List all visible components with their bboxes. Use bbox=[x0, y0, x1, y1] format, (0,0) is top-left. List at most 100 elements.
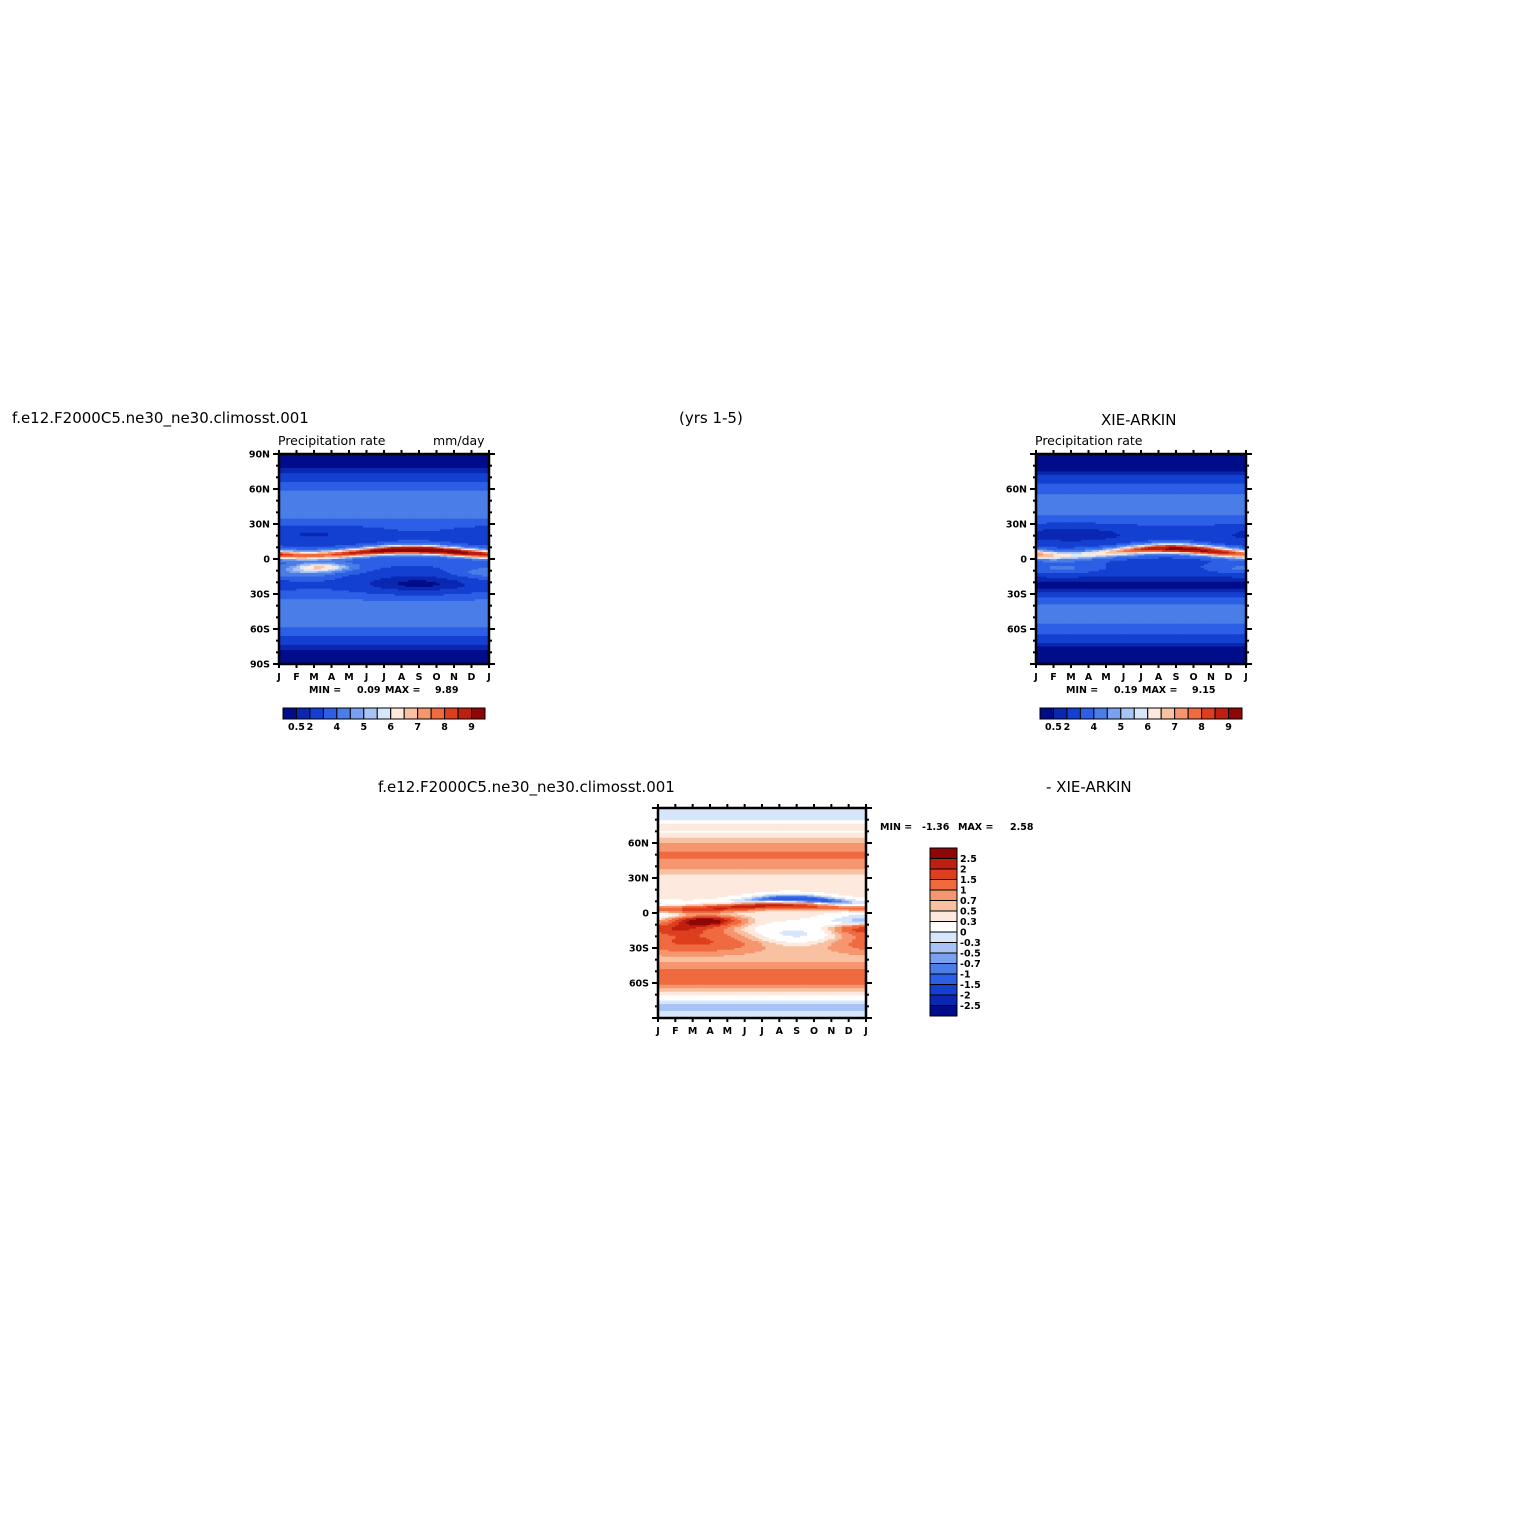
obs-colorbar bbox=[1040, 708, 1242, 719]
model-colorbar-label: 4 bbox=[334, 722, 341, 733]
obs-colorbar-box bbox=[1107, 708, 1120, 719]
diff-colorbar bbox=[930, 848, 957, 1016]
diff-x-tick-label: J bbox=[742, 1026, 747, 1037]
diff-colorbar-box bbox=[930, 974, 957, 985]
diff-y-tick-label: 0 bbox=[642, 909, 649, 920]
diff-x-tick-label: M bbox=[688, 1026, 697, 1037]
model-colorbar-label: 2 bbox=[307, 722, 314, 733]
diff-y-tick-label: 30N bbox=[628, 874, 649, 885]
obs-colorbar-label: 9 bbox=[1225, 722, 1232, 733]
obs-x-tick-label: M bbox=[1101, 672, 1110, 683]
obs-colorbar-label: 5 bbox=[1117, 722, 1124, 733]
obs-colorbar-label: 4 bbox=[1091, 722, 1098, 733]
model-x-tick-label: O bbox=[432, 672, 440, 683]
diff-y-tick-label: 60S bbox=[629, 979, 649, 990]
model-x-tick-label: J bbox=[486, 672, 491, 683]
diff-colorbar-box bbox=[930, 1006, 957, 1017]
obs-x-tick-label: F bbox=[1050, 672, 1057, 683]
diff-x-tick-label: O bbox=[810, 1026, 818, 1037]
model-x-tick-label: J bbox=[381, 672, 386, 683]
model-x-tick-label: S bbox=[416, 672, 423, 683]
model-colorbar-label: 8 bbox=[441, 722, 448, 733]
obs-colorbar-box bbox=[1188, 708, 1201, 719]
obs-colorbar-box bbox=[1161, 708, 1174, 719]
model-x-tick-label: A bbox=[398, 672, 406, 683]
model-colorbar-box bbox=[445, 708, 458, 719]
obs-colorbar-label: 8 bbox=[1198, 722, 1205, 733]
diff-colorbar-box bbox=[930, 922, 957, 933]
model-colorbar-box bbox=[391, 708, 404, 719]
diff-x-tick-label: S bbox=[793, 1026, 800, 1037]
obs-colorbar-label: 0.5 bbox=[1045, 722, 1062, 733]
diff-colorbar-label: -0.5 bbox=[960, 949, 981, 960]
model-colorbar-box bbox=[418, 708, 431, 719]
diff-colorbar-box bbox=[930, 953, 957, 964]
obs-colorbar-box bbox=[1215, 708, 1228, 719]
obs-x-tick-label: J bbox=[1033, 672, 1038, 683]
diff-colorbar-label: 1.5 bbox=[960, 875, 977, 886]
diff-colorbar-box bbox=[930, 848, 957, 859]
model-x-tick-label: N bbox=[450, 672, 458, 683]
diff-colorbar-label: -0.3 bbox=[960, 938, 981, 949]
obs-y-tick-label: 60S bbox=[1007, 625, 1027, 636]
obs-colorbar-box bbox=[1229, 708, 1242, 719]
diff-colorbar-label: -1.5 bbox=[960, 980, 981, 991]
diff-colorbar-box bbox=[930, 890, 957, 901]
obs-x-tick-label: S bbox=[1173, 672, 1180, 683]
obs-x-tick-label: N bbox=[1207, 672, 1215, 683]
obs-x-tick-label: A bbox=[1085, 672, 1093, 683]
obs-colorbar-label: 7 bbox=[1171, 722, 1178, 733]
obs-y-tick-label: 30N bbox=[1006, 520, 1027, 531]
model-x-tick-label: F bbox=[293, 672, 300, 683]
diff-colorbar-box bbox=[930, 943, 957, 954]
model-x-tick-label: M bbox=[344, 672, 353, 683]
diff-x-tick-label: A bbox=[706, 1026, 714, 1037]
diff-x-tick-label: N bbox=[827, 1026, 835, 1037]
diff-colorbar-box bbox=[930, 995, 957, 1006]
model-y-tick-label: 60S bbox=[250, 625, 270, 636]
diff-x-tick-label: A bbox=[776, 1026, 784, 1037]
diff-colorbar-label: 1 bbox=[960, 886, 967, 897]
obs-colorbar-box bbox=[1040, 708, 1053, 719]
diff-x-tick-label: F bbox=[672, 1026, 679, 1037]
diff-colorbar-box bbox=[930, 901, 957, 912]
model-y-tick-label: 0 bbox=[263, 555, 270, 566]
obs-y-tick-label: 30S bbox=[1007, 590, 1027, 601]
model-colorbar-box bbox=[296, 708, 309, 719]
diff-colorbar-label: -2.5 bbox=[960, 1001, 981, 1012]
model-y-tick-label: 60N bbox=[249, 485, 270, 496]
model-y-tick-label: 30N bbox=[249, 520, 270, 531]
model-colorbar-box bbox=[431, 708, 444, 719]
model-colorbar-box bbox=[310, 708, 323, 719]
obs-x-tick-label: J bbox=[1138, 672, 1143, 683]
model-colorbar-box bbox=[377, 708, 390, 719]
obs-colorbar-box bbox=[1067, 708, 1080, 719]
diff-colorbar-box bbox=[930, 880, 957, 891]
obs-y-tick-label: 60N bbox=[1006, 485, 1027, 496]
model-colorbar-label: 6 bbox=[387, 722, 394, 733]
obs-heatmap bbox=[1036, 454, 1247, 665]
model-colorbar-label: 5 bbox=[360, 722, 367, 733]
obs-colorbar-box bbox=[1080, 708, 1093, 719]
diff-x-tick-label: J bbox=[655, 1026, 660, 1037]
model-colorbar-box bbox=[364, 708, 377, 719]
diff-colorbar-label: 0.7 bbox=[960, 896, 977, 907]
model-colorbar-box bbox=[472, 708, 485, 719]
diff-colorbar-label: 2 bbox=[960, 865, 967, 876]
diff-x-tick-label: J bbox=[759, 1026, 764, 1037]
model-x-tick-label: A bbox=[328, 672, 336, 683]
model-x-tick-label: D bbox=[468, 672, 476, 683]
obs-colorbar-label: 2 bbox=[1064, 722, 1071, 733]
model-heatmap bbox=[279, 454, 490, 665]
obs-colorbar-box bbox=[1202, 708, 1215, 719]
diff-colorbar-box bbox=[930, 869, 957, 880]
diff-colorbar-box bbox=[930, 964, 957, 975]
model-y-tick-label: 90S bbox=[250, 660, 270, 671]
obs-colorbar-label: 6 bbox=[1144, 722, 1151, 733]
diff-colorbar-box bbox=[930, 985, 957, 996]
diff-colorbar-box bbox=[930, 911, 957, 922]
diff-colorbar-box bbox=[930, 859, 957, 870]
obs-x-tick-label: M bbox=[1066, 672, 1075, 683]
obs-x-tick-label: J bbox=[1243, 672, 1248, 683]
